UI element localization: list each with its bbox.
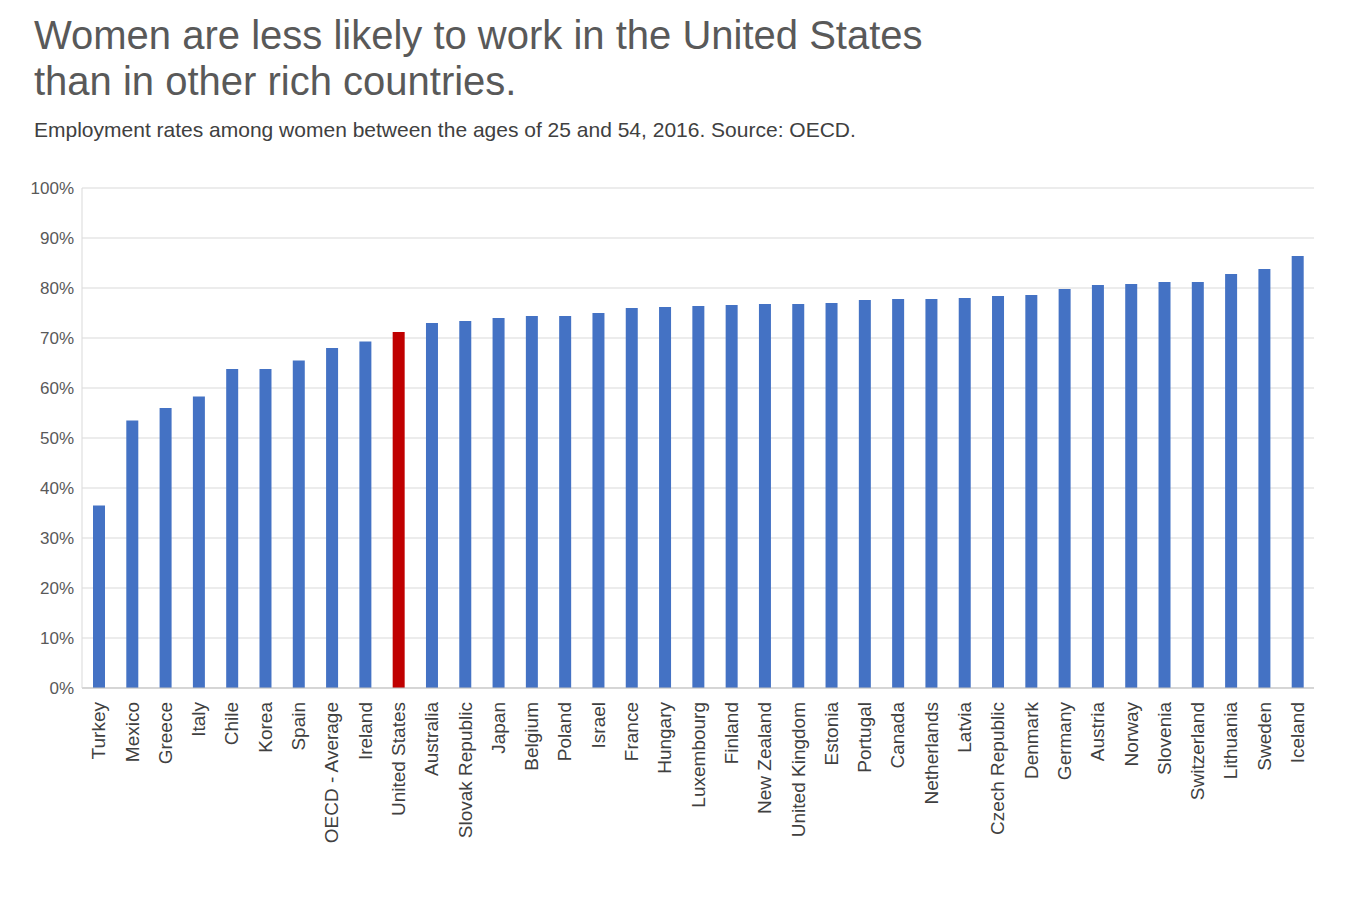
svg-text:Japan: Japan (488, 702, 509, 754)
svg-text:Netherlands: Netherlands (921, 702, 942, 804)
svg-text:40%: 40% (40, 479, 74, 498)
svg-text:60%: 60% (40, 379, 74, 398)
svg-text:80%: 80% (40, 279, 74, 298)
svg-text:Norway: Norway (1121, 702, 1142, 767)
svg-text:Latvia: Latvia (954, 702, 975, 753)
svg-text:10%: 10% (40, 629, 74, 648)
svg-text:OECD - Average: OECD - Average (321, 702, 342, 843)
svg-text:Lithuania: Lithuania (1220, 702, 1241, 780)
svg-text:Germany: Germany (1054, 702, 1075, 781)
svg-text:Czech Republic: Czech Republic (987, 702, 1008, 835)
svg-text:United States: United States (388, 702, 409, 816)
svg-text:Finland: Finland (721, 702, 742, 764)
svg-text:Poland: Poland (554, 702, 575, 761)
svg-text:50%: 50% (40, 429, 74, 448)
svg-text:30%: 30% (40, 529, 74, 548)
svg-text:Iceland: Iceland (1287, 702, 1308, 763)
svg-text:Greece: Greece (155, 702, 176, 764)
svg-text:Ireland: Ireland (355, 702, 376, 760)
svg-text:Hungary: Hungary (654, 702, 675, 774)
svg-text:Austria: Austria (1087, 702, 1108, 762)
svg-text:Italy: Italy (188, 702, 209, 737)
svg-text:Turkey: Turkey (88, 702, 109, 760)
svg-text:20%: 20% (40, 579, 74, 598)
svg-text:Slovenia: Slovenia (1154, 702, 1175, 775)
svg-text:Mexico: Mexico (122, 702, 143, 762)
svg-text:Korea: Korea (255, 702, 276, 753)
html-text:Employment rates among women b: Employment rates among women between the… (34, 118, 856, 141)
svg-text:United Kingdom: United Kingdom (788, 702, 809, 837)
svg-text:Spain: Spain (288, 702, 309, 751)
svg-text:Estonia: Estonia (821, 702, 842, 766)
svg-text:Slovak Republic: Slovak Republic (455, 702, 476, 838)
svg-text:Sweden: Sweden (1254, 702, 1275, 771)
svg-text:Israel: Israel (588, 702, 609, 748)
svg-text:Chile: Chile (221, 702, 242, 745)
svg-text:Portugal: Portugal (854, 702, 875, 773)
svg-text:Canada: Canada (887, 702, 908, 769)
svg-text:New Zealand: New Zealand (754, 702, 775, 814)
svg-text:Belgium: Belgium (521, 702, 542, 771)
svg-text:Switzerland: Switzerland (1187, 702, 1208, 800)
svg-text:France: France (621, 702, 642, 761)
svg-text:Denmark: Denmark (1021, 702, 1042, 780)
svg-text:Luxembourg: Luxembourg (688, 702, 709, 808)
svg-text:100%: 100% (31, 179, 74, 198)
html-text:Women are less likely to work: Women are less likely to work in the Uni… (34, 13, 923, 103)
svg-text:0%: 0% (49, 679, 74, 698)
svg-text:70%: 70% (40, 329, 74, 348)
svg-text:90%: 90% (40, 229, 74, 248)
svg-text:Australia: Australia (421, 702, 442, 776)
